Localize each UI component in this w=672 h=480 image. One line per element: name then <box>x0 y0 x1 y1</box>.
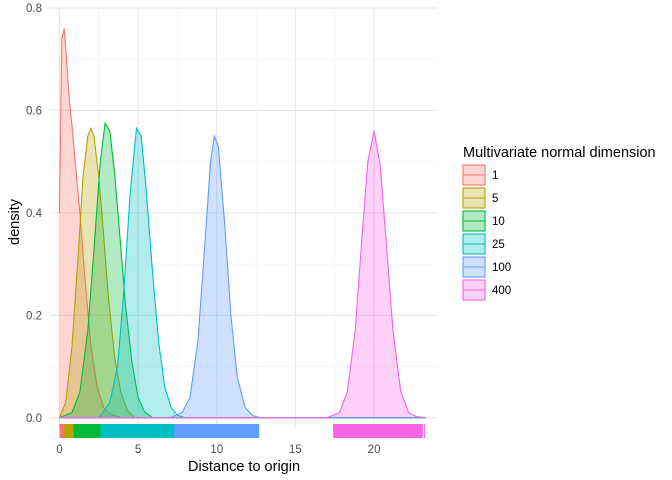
density-line-1 <box>58 28 426 419</box>
legend-item-1: 1 <box>462 164 498 186</box>
legend-label-1: 1 <box>492 170 498 182</box>
density-series <box>58 28 427 419</box>
legend-item-25: 25 <box>462 233 505 255</box>
legend: Multivariate normal dimension 1 5 10 25 100 4… <box>462 145 656 301</box>
density-line-5 <box>58 126 426 419</box>
density-area-10 <box>59 123 427 418</box>
x-tick-label: 10 <box>210 444 223 456</box>
rug-100 <box>174 424 260 438</box>
x-axis-title: Distance to origin <box>188 459 300 475</box>
legend-label-5: 5 <box>492 193 498 205</box>
legend-item-400: 400 <box>462 279 511 301</box>
legend-items: 1 5 10 25 100 400 <box>462 164 511 301</box>
x-tick-label: 5 <box>135 444 141 456</box>
density-line-100 <box>59 133 426 419</box>
legend-item-100: 100 <box>462 256 511 278</box>
x-tick-label: 20 <box>368 444 381 456</box>
legend-item-5: 5 <box>462 187 498 209</box>
y-tick-label: 0.6 <box>26 105 42 117</box>
legend-item-10: 10 <box>462 210 505 232</box>
rug-marks <box>59 424 425 438</box>
y-axis-title: density <box>7 198 23 245</box>
density-line-10 <box>59 121 426 419</box>
axes: 0 5 10 15 20 0.0 0.2 0.4 0.6 0.8 <box>26 3 380 456</box>
y-tick-label: 0.2 <box>26 310 42 322</box>
density-line-400 <box>59 130 427 419</box>
rug-25 <box>100 424 181 438</box>
density-line-25 <box>59 126 426 419</box>
rug-400 <box>333 424 423 438</box>
y-tick-label: 0.0 <box>26 413 42 425</box>
legend-label-100: 100 <box>492 262 511 274</box>
density-area-25 <box>59 128 427 418</box>
legend-label-400: 400 <box>492 285 511 297</box>
legend-label-25: 25 <box>492 239 505 251</box>
legend-title: Multivariate normal dimension <box>463 145 656 161</box>
legend-label-10: 10 <box>492 216 505 228</box>
y-tick-label: 0.4 <box>26 208 43 220</box>
y-tick-label: 0.8 <box>26 3 42 15</box>
x-tick-label: 0 <box>56 444 62 456</box>
density-area-400 <box>59 130 427 418</box>
x-tick-label: 15 <box>289 444 302 456</box>
